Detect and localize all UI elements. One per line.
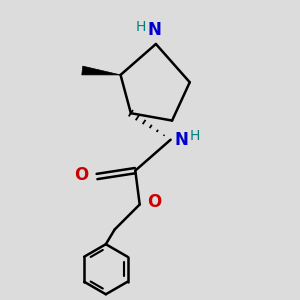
Text: H: H — [135, 20, 146, 34]
Text: N: N — [174, 131, 188, 149]
Text: N: N — [148, 21, 161, 39]
Polygon shape — [82, 66, 121, 75]
Text: O: O — [74, 166, 89, 184]
Text: O: O — [147, 193, 161, 211]
Text: H: H — [190, 129, 200, 143]
